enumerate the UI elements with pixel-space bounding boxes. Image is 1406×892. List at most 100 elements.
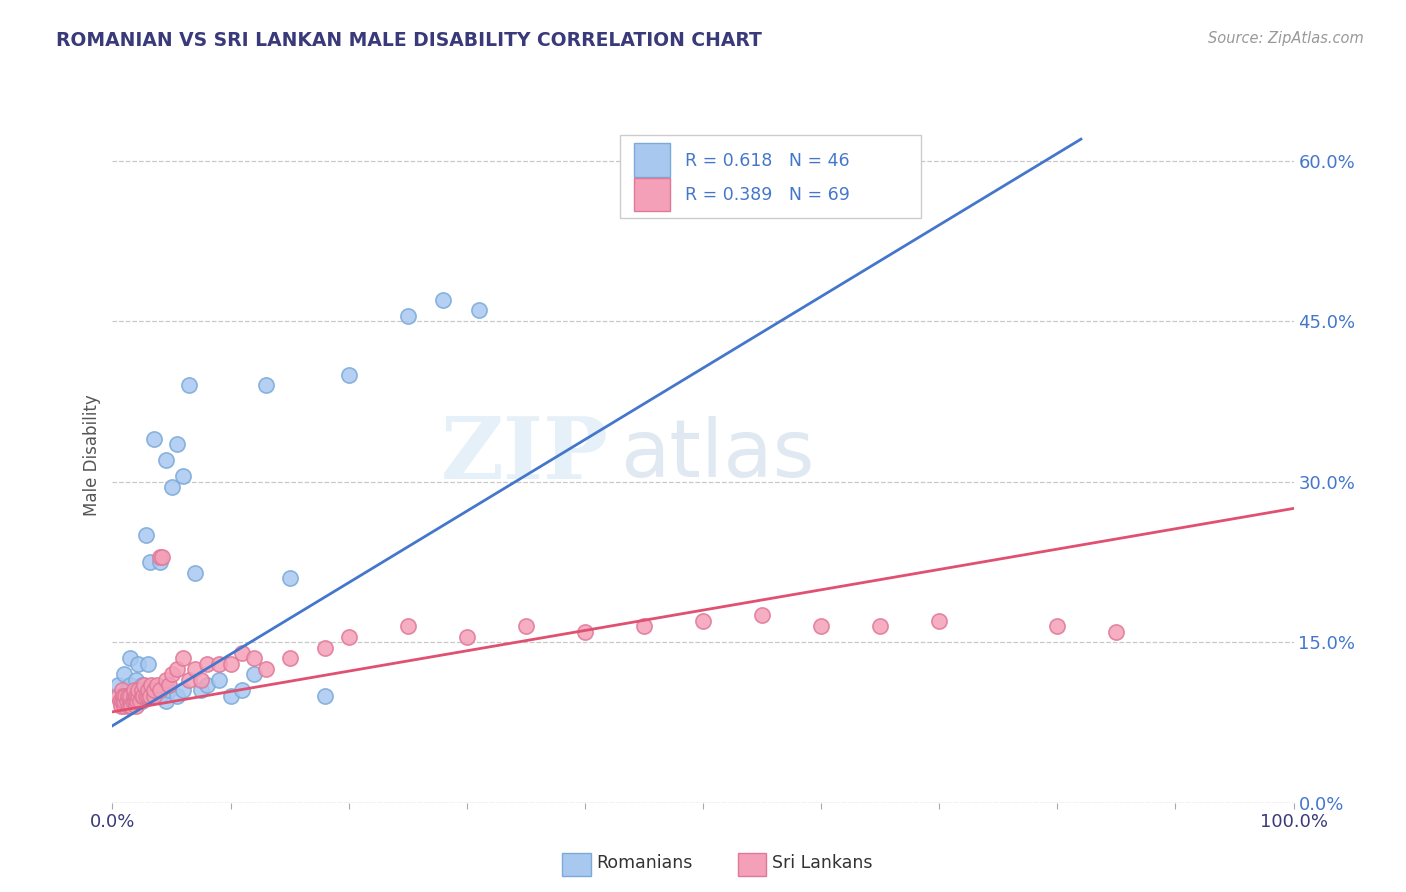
Point [128,694,150,708]
Point [108,694,131,708]
FancyBboxPatch shape [620,135,921,219]
Point [121,694,143,708]
Point [219,657,242,671]
Point [337,630,360,644]
Point [208,657,231,671]
Point [111,689,134,703]
Text: R = 0.389   N = 69: R = 0.389 N = 69 [685,186,851,204]
Point [314,640,336,655]
Point [190,673,212,687]
Point [112,667,135,681]
Point [149,555,172,569]
Point [110,699,132,714]
Point [166,662,188,676]
Point [219,689,242,703]
Point [184,662,207,676]
Point [155,453,177,467]
Point [179,673,201,687]
Point [810,619,832,633]
Point [120,651,142,665]
Point [112,699,135,714]
Point [142,689,165,703]
Point [117,689,139,703]
Point [120,678,142,692]
Point [160,480,183,494]
Point [131,694,153,708]
Y-axis label: Male Disability: Male Disability [83,394,101,516]
Point [160,667,183,681]
Point [125,694,148,708]
Text: Romanians: Romanians [596,855,693,872]
Point [122,683,145,698]
Bar [634,178,669,211]
Point [396,309,419,323]
Point [122,689,145,703]
Point [111,683,134,698]
Point [1046,619,1069,633]
Point [112,689,135,703]
Point [149,689,172,703]
Point [125,699,148,714]
Point [172,469,194,483]
Point [190,683,212,698]
Point [751,608,773,623]
Text: Source: ZipAtlas.com: Source: ZipAtlas.com [1208,31,1364,46]
Point [131,678,153,692]
Point [166,437,188,451]
Text: atlas: atlas [620,416,814,494]
Point [166,689,188,703]
Point [146,683,169,698]
Point [127,657,149,671]
Point [149,683,172,698]
Point [112,694,135,708]
Bar [634,144,669,177]
Point [118,699,141,714]
Point [127,683,149,698]
Point [125,673,148,687]
Point [114,689,136,703]
Point [150,683,173,698]
Point [122,689,145,703]
Point [149,549,172,564]
Point [131,689,153,703]
Point [1105,624,1128,639]
Point [633,619,655,633]
Point [456,630,478,644]
Text: ROMANIAN VS SRI LANKAN MALE DISABILITY CORRELATION CHART: ROMANIAN VS SRI LANKAN MALE DISABILITY C… [56,31,762,50]
Point [124,694,146,708]
Point [134,678,156,692]
Point [135,689,157,703]
Point [231,646,253,660]
Point [136,683,159,698]
Point [254,378,277,392]
Point [139,689,162,703]
Point [136,689,159,703]
Point [111,694,134,708]
Point [120,694,142,708]
Point [515,619,537,633]
Point [127,694,149,708]
Point [146,678,169,692]
Point [337,368,360,382]
Point [131,683,153,698]
Point [142,689,165,703]
Point [132,689,155,703]
Point [136,657,159,671]
Point [150,549,173,564]
Point [254,662,277,676]
Point [142,432,165,446]
Point [136,683,159,698]
Point [208,673,231,687]
Point [142,683,165,698]
Point [125,689,148,703]
Text: R = 0.618   N = 46: R = 0.618 N = 46 [685,152,849,169]
Point [278,651,301,665]
Point [574,624,596,639]
Text: ZIP: ZIP [440,413,609,497]
Point [243,651,266,665]
Text: Sri Lankans: Sri Lankans [772,855,872,872]
Point [243,667,266,681]
Point [115,694,138,708]
Point [172,683,194,698]
Point [195,678,218,692]
